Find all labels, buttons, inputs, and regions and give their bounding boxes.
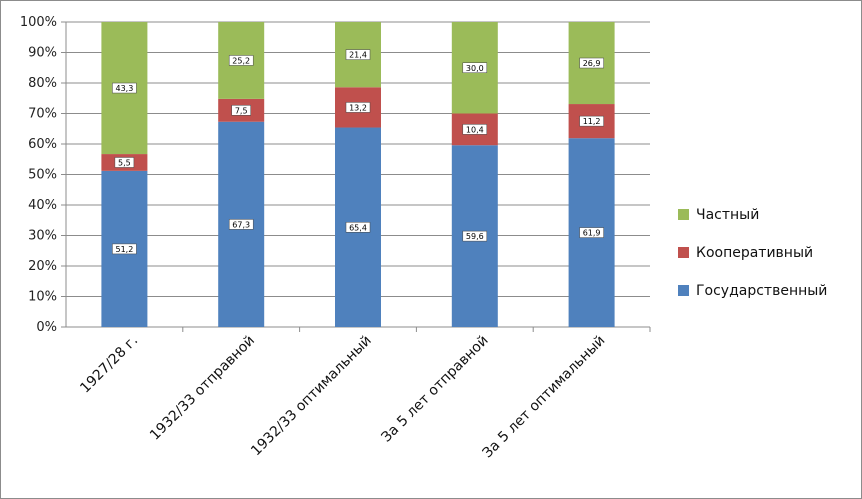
data-label: 25,2: [232, 56, 250, 65]
data-label-box: [228, 55, 254, 66]
data-label: 7,5: [235, 106, 248, 115]
legend-entry: Кооперативный: [696, 245, 813, 261]
x-tick-label: 1927/28 г.: [77, 333, 141, 397]
data-label-box: [579, 227, 604, 238]
bar-stack: 59,6 10,4 30,0: [451, 22, 498, 327]
data-label: 67,3: [232, 220, 250, 229]
bar-stack: 65,4 13,2 21,4: [335, 22, 381, 327]
y-tick-label: 50%: [28, 168, 57, 183]
data-label-box: [112, 243, 137, 255]
data-label-box: [462, 62, 488, 73]
y-tick-label: 40%: [28, 198, 57, 213]
y-tick-label: 20%: [28, 259, 57, 274]
data-label-box: [228, 219, 254, 230]
x-tick-label: 1932/33 отправной: [147, 333, 258, 444]
legend-entry: Частный: [696, 207, 759, 223]
y-tick-label: 100%: [20, 15, 57, 30]
data-label: 21,4: [349, 51, 367, 60]
x-tick-label: 1932/33 оптимальный: [248, 333, 375, 460]
y-tick-label: 80%: [28, 76, 57, 91]
y-tick-label: 90%: [28, 46, 57, 61]
data-label: 26,9: [583, 59, 601, 68]
bar-stack: 51,2 5,5 43,3: [101, 22, 148, 327]
y-tick-label: 70%: [28, 107, 57, 122]
data-label-box: [231, 105, 251, 116]
data-label-box: [112, 82, 137, 94]
data-label: 11,2: [583, 117, 601, 126]
data-label: 10,4: [466, 125, 484, 134]
data-label: 30,0: [466, 64, 484, 73]
legend-swatch: [678, 285, 689, 296]
legend-swatch: [678, 247, 689, 258]
data-label-box: [345, 222, 371, 233]
data-label-box: [114, 157, 135, 168]
data-label: 65,4: [349, 223, 367, 232]
x-tick-label: За 5 лет оптимальный: [480, 333, 609, 462]
data-label: 51,2: [115, 245, 133, 254]
data-label: 59,6: [466, 232, 484, 241]
data-label: 5,5: [118, 158, 131, 167]
legend: Частный Кооперативный Государственный: [678, 207, 827, 299]
y-tick-label: 60%: [28, 137, 57, 152]
bar-stack: 61,9 11,2 26,9: [568, 22, 615, 327]
data-label: 13,2: [349, 103, 367, 112]
y-tick-label: 0%: [36, 320, 57, 335]
data-label-box: [345, 49, 371, 60]
bar-stack: 67,3 7,5 25,2: [218, 22, 265, 327]
data-label: 43,3: [115, 84, 133, 93]
legend-swatch: [678, 209, 689, 220]
data-label-box: [579, 115, 604, 127]
y-tick-label: 10%: [28, 290, 57, 305]
data-label-box: [579, 57, 604, 69]
data-label-box: [462, 230, 488, 242]
y-tick-label: 30%: [28, 229, 57, 244]
x-tick-label: За 5 лет отправной: [379, 333, 492, 446]
data-label-box: [462, 124, 488, 135]
data-label-box: [345, 102, 371, 113]
legend-entry: Государственный: [696, 283, 827, 299]
data-label: 61,9: [583, 229, 601, 238]
